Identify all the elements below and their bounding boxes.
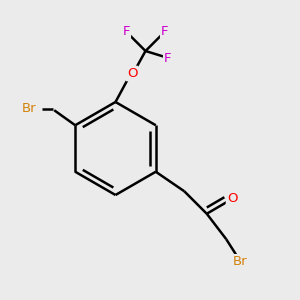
Text: F: F	[161, 25, 169, 38]
Text: Br: Br	[22, 102, 36, 115]
Text: O: O	[127, 67, 137, 80]
Text: O: O	[227, 192, 238, 205]
Text: Br: Br	[232, 255, 247, 268]
Text: F: F	[164, 52, 172, 65]
Text: F: F	[122, 25, 130, 38]
